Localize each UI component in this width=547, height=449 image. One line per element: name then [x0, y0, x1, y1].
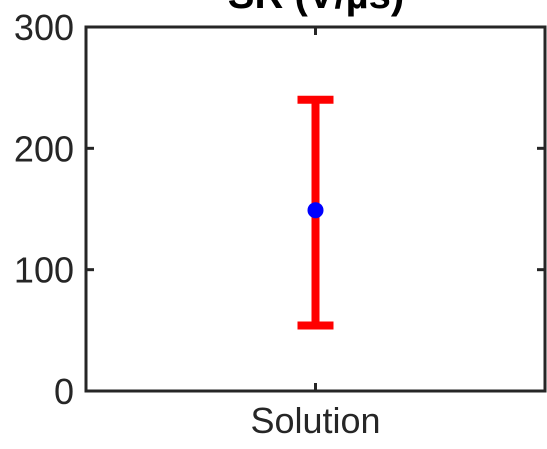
data-point-marker: [307, 202, 324, 219]
plot-marks: [297, 95, 334, 330]
chart-title: SR (V/µs): [228, 0, 404, 17]
y-axis-ticks: 0 100 200 300: [14, 7, 545, 412]
x-axis-ticks: Solution: [250, 27, 381, 441]
y-tick-label: 200: [14, 128, 74, 169]
y-tick-label: 0: [54, 371, 74, 412]
x-tick-label: Solution: [250, 400, 380, 441]
y-tick-label: 300: [14, 7, 74, 48]
y-tick-label: 100: [14, 250, 74, 291]
